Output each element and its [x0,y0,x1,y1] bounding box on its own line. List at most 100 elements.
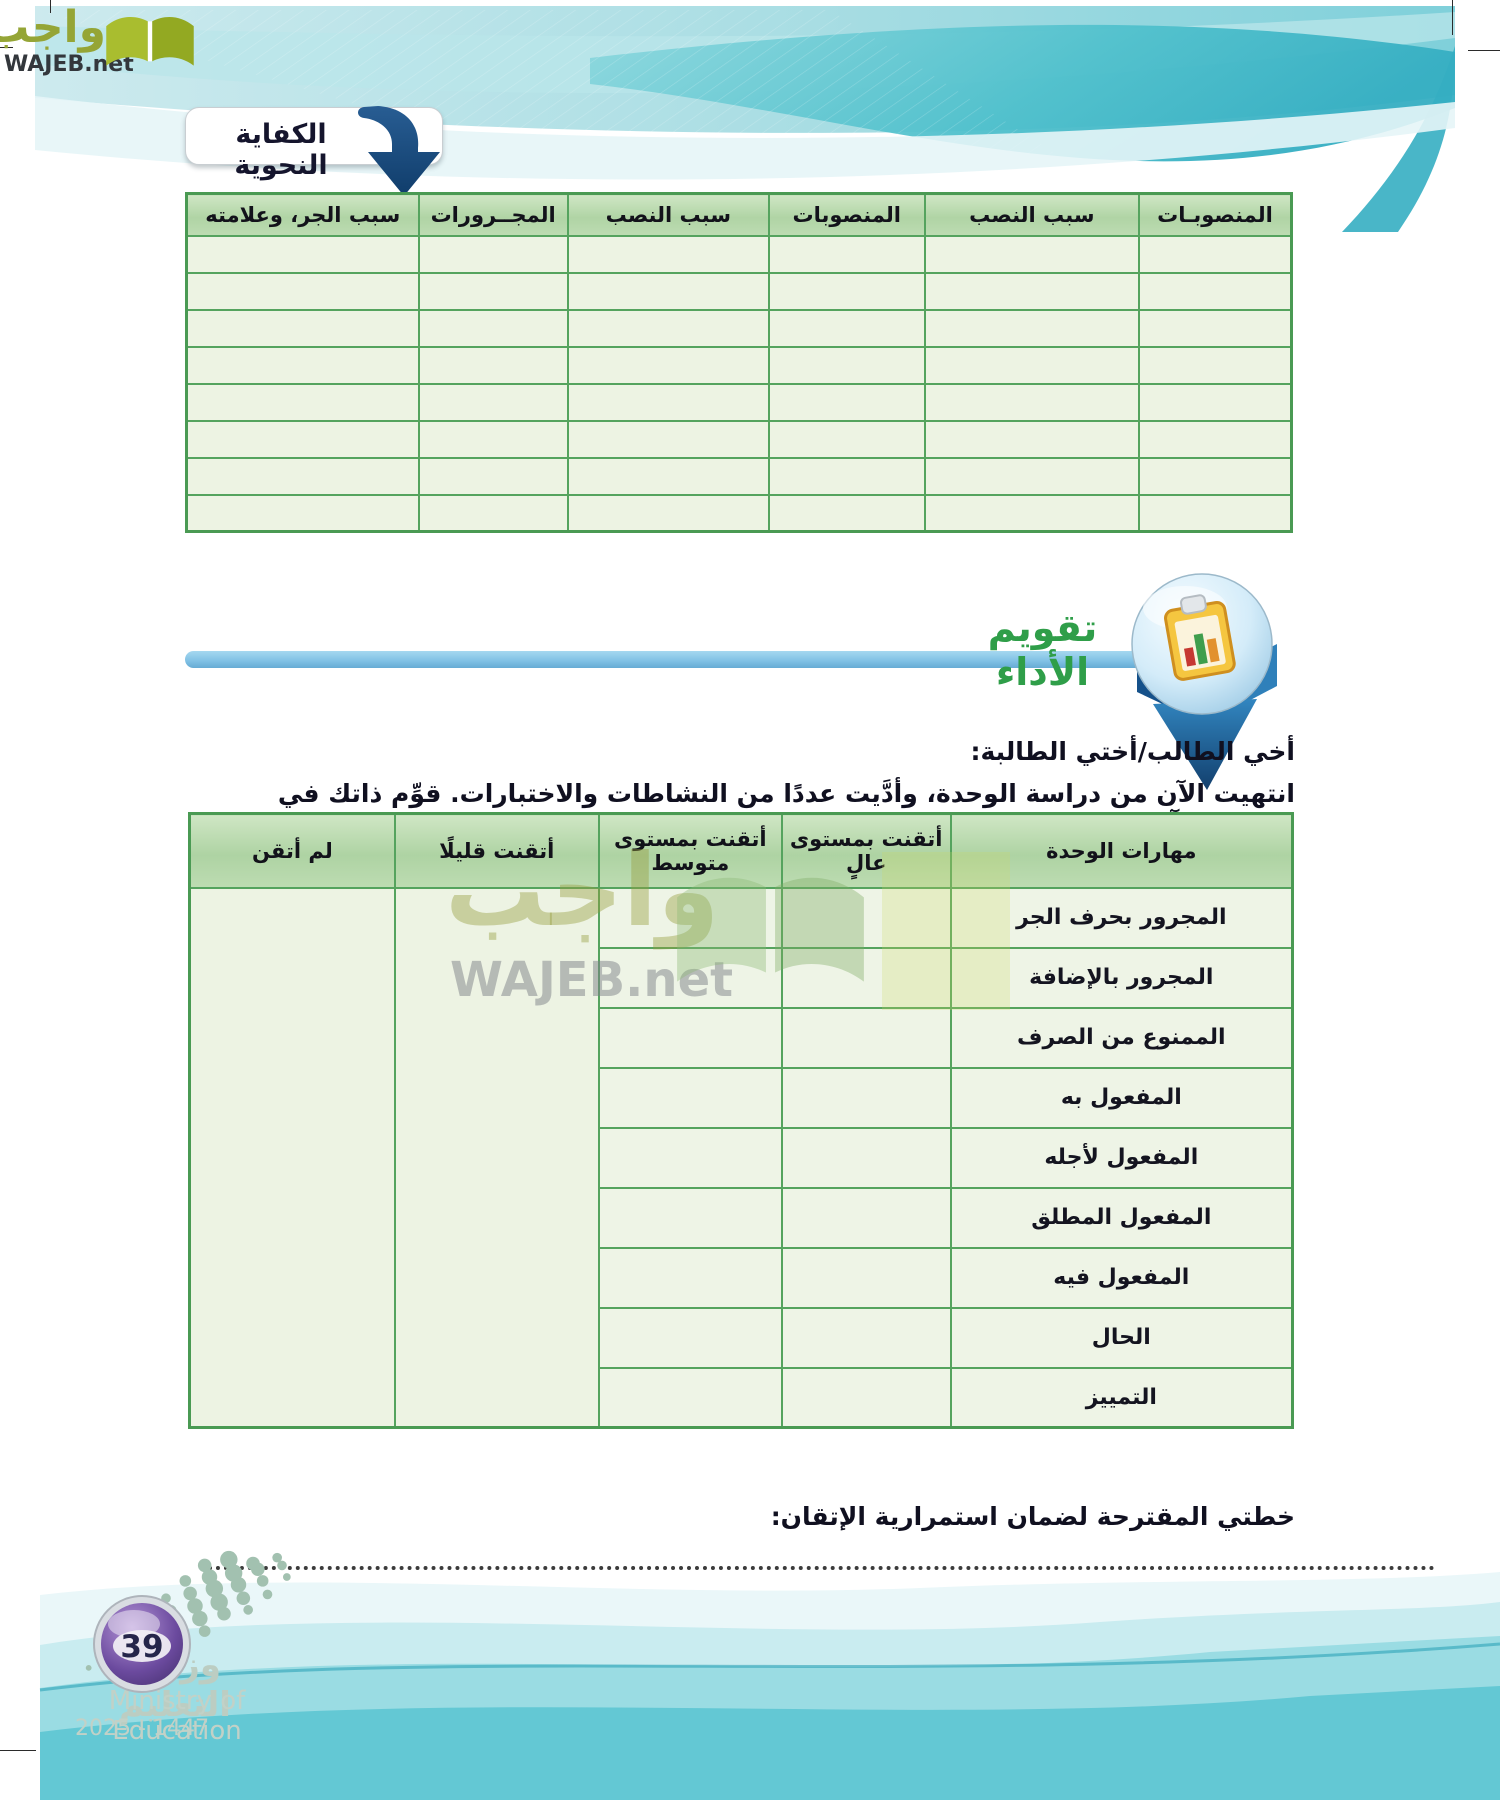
table-row [185,419,1293,459]
clipboard-chart-icon [1164,594,1236,681]
table-row [185,382,1293,422]
empty-cell [417,382,569,422]
table-row [185,493,1293,533]
empty-cell [417,308,569,348]
empty-cell [185,308,420,348]
empty-cell [923,456,1141,496]
evaluation-header-row: مهارات الوحدة أتقنت بمستوى عالٍ أتقنت بم… [188,812,1294,889]
empty-cell [923,271,1141,311]
empty-cell [780,1246,952,1309]
crop-mark [1452,0,1453,35]
ministry-years: 2025 - 1447 [75,1716,209,1741]
empty-cell [1138,271,1293,311]
crop-mark [1468,50,1500,51]
empty-cell [780,1066,952,1129]
empty-cell [923,345,1141,385]
plan-label: خطتي المقترحة لضمان استمرارية الإتقان: [770,1502,1295,1531]
col-mansubat-1: المنصوبـات [1138,192,1293,237]
wajeb-logo-arabic: واجب [0,2,106,53]
skill-row: التمييز [190,1366,1294,1429]
empty-cell [597,1366,783,1429]
skill-row: المجرور بحرف الجر [188,886,1294,1429]
empty-cell [1138,456,1293,496]
crop-mark [0,47,13,48]
empty-cell [767,308,926,348]
wajeb-logo-latin: WAJEB.net [4,52,134,77]
section-divider-bar [185,651,1270,668]
grammar-table: المنصوبـات سبب النصب المنصوبات سبب النصب… [185,192,1293,533]
empty-cell [780,886,952,949]
empty-cell [597,1306,783,1369]
empty-cell [1138,308,1293,348]
empty-cell [597,1066,783,1129]
table-row [185,234,1293,274]
empty-cell [1138,234,1293,274]
empty-cell [185,271,420,311]
empty-cell [780,1186,952,1249]
empty-cell [566,456,770,496]
empty-cell [417,271,569,311]
col-mastered-little: أتقنت قليلًا [393,812,600,889]
col-not-mastered: لم أتقن [188,812,396,889]
empty-cell [417,345,569,385]
skill-row: المفعول به [190,1066,1294,1129]
empty-cell [780,1306,952,1369]
answer-dotted-line [200,1566,1435,1570]
empty-cell [767,493,926,533]
empty-cell [923,308,1141,348]
empty-cell [566,493,770,533]
skill-label: التمييز [949,1366,1294,1429]
performance-title: تقويم الأداء [987,606,1098,694]
empty-cell [767,234,926,274]
empty-cell [566,234,770,274]
empty-cell [780,946,952,1009]
empty-cell [185,456,420,496]
grammar-competency-text: الكفاية النحوية [234,119,328,181]
table-row [185,271,1293,311]
empty-cell [417,234,569,274]
empty-cell [597,1006,783,1069]
col-mastered-medium: أتقنت بمستوى متوسط [597,812,783,889]
skill-label: المجرور بالإضافة [949,946,1294,1009]
page-number: 39 [120,1629,163,1665]
performance-sphere-icon [1131,573,1273,715]
self-evaluation-table: مهارات الوحدة أتقنت بمستوى عالٍ أتقنت بم… [188,812,1294,1429]
merged-column-none [188,886,396,1429]
top-banner-decoration [35,6,1455,232]
greeting-text: أخي الطالب/أختي الطالبة: [970,737,1296,766]
wajeb-book-icon [106,16,194,66]
empty-cell [185,382,420,422]
skill-label: المفعول فيه [949,1246,1294,1309]
empty-cell [1138,493,1293,533]
empty-cell [566,419,770,459]
table-row [185,345,1293,385]
empty-cell [185,345,420,385]
empty-cell [767,419,926,459]
empty-cell [597,1246,783,1309]
skill-label: الحال [949,1306,1294,1369]
empty-cell [566,382,770,422]
empty-cell [597,1186,783,1249]
grammar-table-header-row: المنصوبـات سبب النصب المنصوبات سبب النصب… [185,192,1293,237]
col-sabab-nasb-2: سبب النصب [566,192,770,237]
empty-cell [923,493,1141,533]
col-unit-skills: مهارات الوحدة [949,812,1294,889]
empty-cell [1138,345,1293,385]
empty-cell [185,234,420,274]
empty-cell [767,456,926,496]
col-majrurat: المجــرورات [417,192,569,237]
col-sabab-jarr: سبب الجر، وعلامته [185,192,420,237]
skill-label: المفعول المطلق [949,1186,1294,1249]
skill-label: المفعول لأجله [949,1126,1294,1189]
col-sabab-nasb-1: سبب النصب [923,192,1141,237]
empty-cell [566,271,770,311]
skill-row: المجرور بالإضافة [190,946,1294,1009]
table-row [185,308,1293,348]
empty-cell [597,946,783,1009]
skill-label: المجرور بحرف الجر [949,886,1294,949]
skill-row: الحال [190,1306,1294,1369]
crop-mark [50,0,51,13]
empty-cell [780,1006,952,1069]
empty-cell [185,419,420,459]
empty-cell [923,234,1141,274]
